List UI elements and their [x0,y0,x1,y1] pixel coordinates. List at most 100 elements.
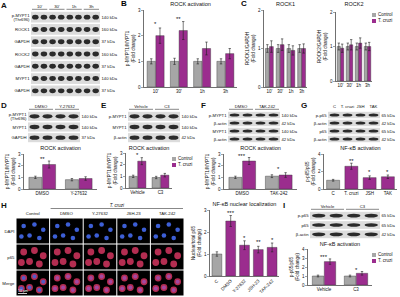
svg-text:3: 3 [218,152,221,157]
svg-text:C: C [213,278,219,284]
svg-text:p-MYPT1/MYPT1(Fold change): p-MYPT1/MYPT1(Fold change) [205,153,216,189]
svg-text:MYPT1: MYPT1 [113,125,128,130]
svg-text:p-p65: p-p65 [298,213,309,218]
svg-text:160 kDa: 160 kDa [102,27,118,32]
svg-text:G: G [301,101,307,110]
svg-text:JSH: JSH [357,104,365,109]
svg-text:42 kDa: 42 kDa [382,121,396,126]
svg-text:GAPDH: GAPDH [12,135,27,140]
svg-text:p65: p65 [302,223,310,228]
svg-text:**: ** [256,239,261,245]
svg-text:*: * [154,21,157,27]
svg-text:E: E [101,101,107,110]
svg-text:1: 1 [258,46,261,51]
svg-text:140 kDa: 140 kDa [82,114,98,119]
svg-text:0: 0 [258,85,261,90]
svg-text:β-actin: β-actin [296,232,309,237]
svg-text:DMSO: DMSO [36,191,50,196]
svg-text:0: 0 [330,79,333,84]
svg-text:*: * [355,267,358,273]
svg-text:37 kDa: 37 kDa [102,88,116,93]
svg-text:F: F [201,101,206,110]
svg-text:ROCK1: ROCK1 [15,27,30,32]
svg-text:DAPI: DAPI [4,229,14,234]
svg-text:42 kDa: 42 kDa [382,232,396,237]
svg-text:3: 3 [138,8,141,13]
svg-text:1h: 1h [288,89,294,94]
svg-text:(Thr696): (Thr696) [13,17,30,22]
svg-text:DMSO: DMSO [60,211,74,216]
svg-text:140 kDa: 140 kDa [282,129,298,134]
svg-text:140 kDa: 140 kDa [102,15,118,20]
svg-text:GAPDH: GAPDH [15,64,30,69]
svg-text:**: ** [349,158,354,164]
svg-text:Vehicle: Vehicle [134,104,148,109]
svg-text:Y-27632: Y-27632 [59,104,75,109]
svg-text:0: 0 [18,187,21,192]
svg-text:1: 1 [302,274,305,279]
svg-text:MYPT1: MYPT1 [16,76,31,81]
svg-text:β-actin: β-actin [214,137,227,142]
svg-text:1: 1 [138,59,141,64]
svg-text:3h: 3h [223,89,229,94]
svg-text:C: C [333,104,336,109]
svg-text:1: 1 [204,252,207,257]
svg-text:p-MYPT1: p-MYPT1 [209,113,227,118]
svg-text:MYPT1: MYPT1 [213,129,228,134]
svg-text:Merge: Merge [2,281,15,286]
svg-text:β-actin: β-actin [314,121,327,126]
svg-text:2: 2 [318,169,321,174]
svg-text:65 kDa: 65 kDa [382,129,396,134]
svg-text:42 kDa: 42 kDa [182,135,196,140]
svg-text:D: D [1,101,7,110]
svg-text:4: 4 [318,152,321,157]
svg-text:65 kDa: 65 kDa [382,213,396,218]
svg-text:Y-27632: Y-27632 [232,278,248,294]
svg-text:1h: 1h [356,83,362,88]
svg-text:10': 10' [338,83,344,88]
svg-text:10': 10' [153,89,159,94]
svg-text:3: 3 [204,208,207,213]
svg-text:1: 1 [218,175,221,180]
svg-text:TAK-242: TAK-242 [259,104,276,109]
svg-text:30': 30' [176,89,182,94]
svg-text:140 kDa: 140 kDa [182,114,198,119]
svg-text:JSH-23: JSH-23 [126,211,141,216]
svg-text:ROCK activation: ROCK activation [240,145,281,151]
svg-text:p-MYPT1/MYPT1(Fold change): p-MYPT1/MYPT1(Fold change) [5,153,16,189]
svg-text:ROCK activation: ROCK activation [170,1,211,7]
svg-text:TAK-242: TAK-242 [259,278,275,294]
svg-text:A: A [1,1,7,10]
svg-text:0: 0 [120,186,123,191]
svg-text:NF-κB activation: NF-κB activation [340,145,380,151]
svg-text:42 kDa: 42 kDa [282,137,296,142]
svg-text:10': 10' [37,4,43,9]
svg-text:T. cruzi: T. cruzi [341,104,354,109]
svg-text:2: 2 [204,230,207,235]
svg-text:C: C [332,191,336,196]
svg-text:ROCK2: ROCK2 [15,52,30,57]
svg-text:1h: 1h [200,89,206,94]
svg-text:p-p65/p65(Fold change): p-p65/p65(Fold change) [289,253,300,281]
svg-text:4: 4 [302,247,305,252]
svg-text:***: *** [238,153,246,159]
svg-text:ROCK2/GAPDH(Fold change): ROCK2/GAPDH(Fold change) [317,30,328,63]
svg-text:p-MYPT1: p-MYPT1 [109,114,127,119]
svg-text:**: ** [40,156,45,162]
svg-text:65 kDa: 65 kDa [382,113,396,118]
svg-text:1: 1 [18,175,21,180]
svg-text:30': 30' [347,83,353,88]
svg-text:**: ** [176,16,181,22]
svg-text:*: * [277,166,280,172]
svg-text:ROCK1/GAPDH(Fold change): ROCK1/GAPDH(Fold change) [245,32,256,65]
svg-text:37 kDa: 37 kDa [102,39,116,44]
svg-text:I: I [283,201,285,210]
svg-text:p-MYPT1/MYPT1(Fold change): p-MYPT1/MYPT1(Fold change) [125,30,136,66]
svg-text:37 kDa: 37 kDa [82,135,96,140]
svg-text:2: 2 [120,162,123,167]
svg-text:Vehicle: Vehicle [130,190,145,195]
svg-text:TAK: TAK [384,191,392,196]
svg-text:Control: Control [26,211,40,216]
svg-text:DMSO: DMSO [35,104,48,109]
svg-text:3: 3 [120,151,123,156]
